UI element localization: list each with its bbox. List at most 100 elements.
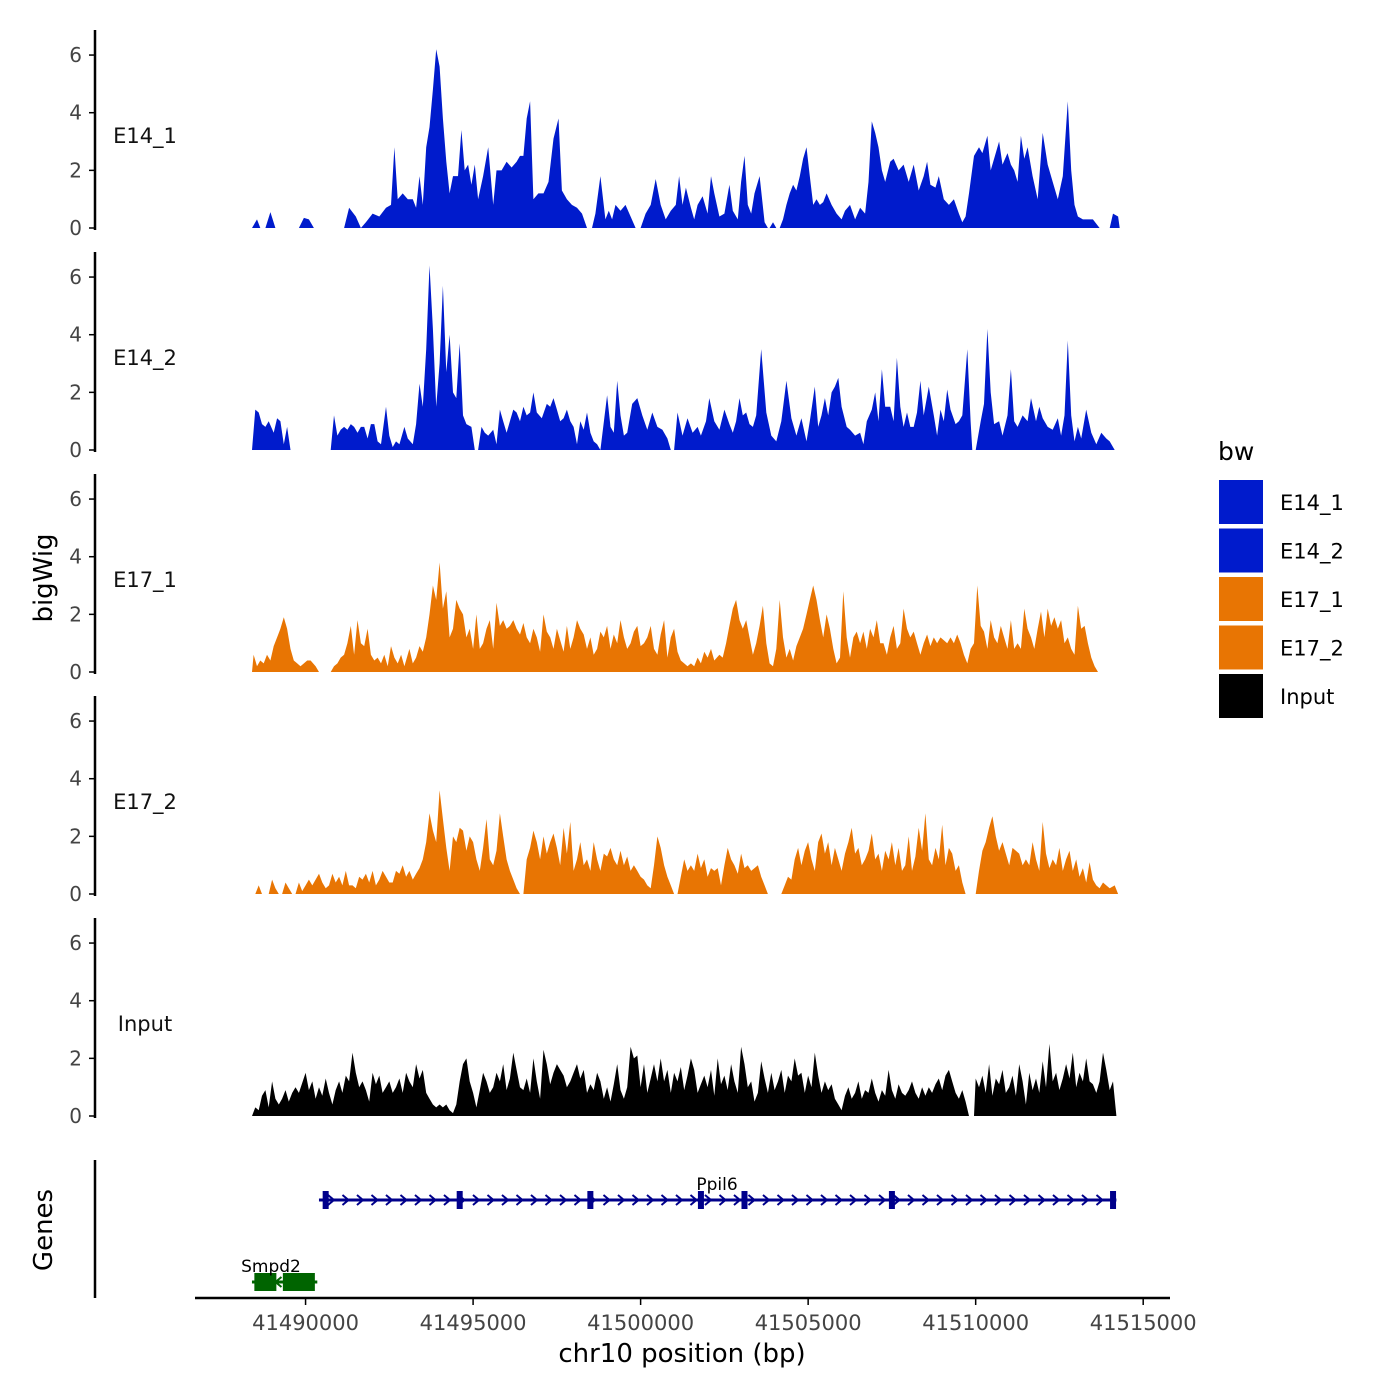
strand-arrow — [878, 1194, 887, 1206]
strand-arrow — [1066, 1194, 1076, 1206]
y-tick-label: 4 — [69, 323, 82, 347]
strand-arrow — [979, 1194, 989, 1206]
strand-arrow — [646, 1194, 655, 1206]
x-tick-label: 41515000 — [1090, 1311, 1197, 1335]
strand-arrow — [472, 1194, 481, 1206]
strand-arrow — [762, 1194, 771, 1206]
strand-arrow — [1052, 1194, 1061, 1206]
strand-arrow — [486, 1194, 496, 1206]
strand-arrow — [515, 1194, 525, 1206]
gene-label: Ppil6 — [696, 1175, 737, 1195]
x-axis-title: chr10 position (bp) — [558, 1339, 805, 1369]
strand-arrow — [1081, 1194, 1090, 1206]
strand-arrow — [791, 1194, 800, 1206]
y-tick-label: 4 — [69, 767, 82, 791]
track-E17_2: 0 2 4 6 E17_2 — [69, 696, 1119, 906]
strand-arrow — [544, 1194, 554, 1206]
strand-arrow — [443, 1194, 452, 1206]
strand-arrow — [936, 1194, 945, 1206]
x-tick-label: 41505000 — [755, 1311, 862, 1335]
strand-arrow — [356, 1194, 365, 1206]
strand-arrow — [1037, 1194, 1047, 1206]
strand-arrow — [805, 1194, 815, 1206]
track-E14_1: 0 2 4 6 E14_1 — [69, 30, 1120, 240]
strand-arrow — [617, 1194, 626, 1206]
y-axis-title: bigWig — [29, 533, 59, 622]
y-tick-label: 6 — [69, 487, 82, 511]
coverage-area-E14_2 — [252, 265, 1115, 450]
y-tick-label: 2 — [69, 158, 82, 182]
strand-arrow — [631, 1194, 641, 1206]
legend-key-E14_1 — [1219, 480, 1263, 524]
y-tick-label: 6 — [69, 43, 82, 67]
track-Input: 0 2 4 6 Input — [69, 918, 1117, 1128]
legend-label: E14_2 — [1280, 540, 1344, 565]
strand-arrow — [327, 1194, 336, 1206]
genes-axis-title: Genes — [29, 1189, 59, 1271]
strand-arrow — [573, 1194, 583, 1206]
exon — [1110, 1191, 1117, 1209]
x-tick-label: 41495000 — [420, 1311, 527, 1335]
track-label: E14_2 — [113, 346, 177, 371]
coverage-area-E14_1 — [252, 49, 1120, 228]
strand-arrow — [675, 1194, 684, 1206]
coverage-area-E17_2 — [255, 790, 1119, 894]
strand-arrow — [399, 1194, 409, 1206]
y-tick-label: 2 — [69, 824, 82, 848]
strand-arrow — [689, 1194, 699, 1206]
track-E14_2: 0 2 4 6 E14_2 — [69, 252, 1115, 462]
y-tick-label: 4 — [69, 101, 82, 125]
strand-arrow — [834, 1194, 844, 1206]
y-tick-label: 4 — [69, 545, 82, 569]
strand-arrow — [341, 1194, 351, 1206]
track-label: Input — [118, 1012, 172, 1036]
x-tick-label: 41490000 — [252, 1311, 359, 1335]
x-axis: 41490000 41495000 41500000 41505000 41510000… — [195, 1296, 1197, 1335]
strand-arrow — [849, 1194, 858, 1206]
exon — [587, 1191, 594, 1209]
y-tick-label: 4 — [69, 989, 82, 1013]
legend-key-E17_1 — [1219, 577, 1263, 621]
legend-label: E17_2 — [1280, 637, 1344, 662]
genes-track: Ppil6 Smpd2 — [93, 1160, 1117, 1298]
strand-arrow — [704, 1194, 713, 1206]
x-tick-label: 41510000 — [922, 1311, 1029, 1335]
strand-arrow — [428, 1194, 438, 1206]
strand-arrow — [559, 1194, 568, 1206]
y-tick-label: 0 — [69, 660, 82, 684]
strand-arrow — [776, 1194, 786, 1206]
track-E17_1: 0 2 4 6 E17_1 — [69, 474, 1098, 684]
y-tick-label: 0 — [69, 1104, 82, 1128]
y-tick-label: 2 — [69, 1046, 82, 1070]
strand-arrow — [385, 1194, 394, 1206]
y-tick-label: 2 — [69, 380, 82, 404]
legend-key-E14_2 — [1219, 528, 1263, 573]
strand-arrow — [863, 1194, 873, 1206]
exon — [741, 1191, 748, 1209]
exon — [282, 1273, 315, 1291]
exon — [456, 1191, 463, 1209]
legend-label: Input — [1280, 685, 1334, 709]
strand-arrow — [907, 1194, 916, 1206]
legend-key-E17_2 — [1219, 625, 1263, 670]
strand-arrow — [718, 1194, 728, 1206]
track-label: E17_1 — [113, 568, 177, 593]
strand-arrow — [820, 1194, 829, 1206]
exon — [697, 1191, 704, 1209]
exon — [888, 1191, 895, 1209]
legend-key-Input — [1219, 674, 1263, 718]
strand-arrow — [965, 1194, 974, 1206]
legend: bw E14_1 E14_2 E17_1 E17_2 Input — [1218, 437, 1344, 718]
strand-arrow — [414, 1194, 423, 1206]
legend-label: E17_1 — [1280, 588, 1344, 613]
track-label: E14_1 — [113, 124, 177, 149]
exon — [254, 1273, 277, 1291]
strand-arrow — [370, 1194, 380, 1206]
strand-arrow — [1008, 1194, 1018, 1206]
strand-arrow — [733, 1194, 742, 1206]
gene-Smpd2: Smpd2 — [241, 1257, 318, 1291]
legend-label: E14_1 — [1280, 491, 1344, 516]
strand-arrow — [1095, 1194, 1105, 1206]
strand-arrow — [530, 1194, 539, 1206]
